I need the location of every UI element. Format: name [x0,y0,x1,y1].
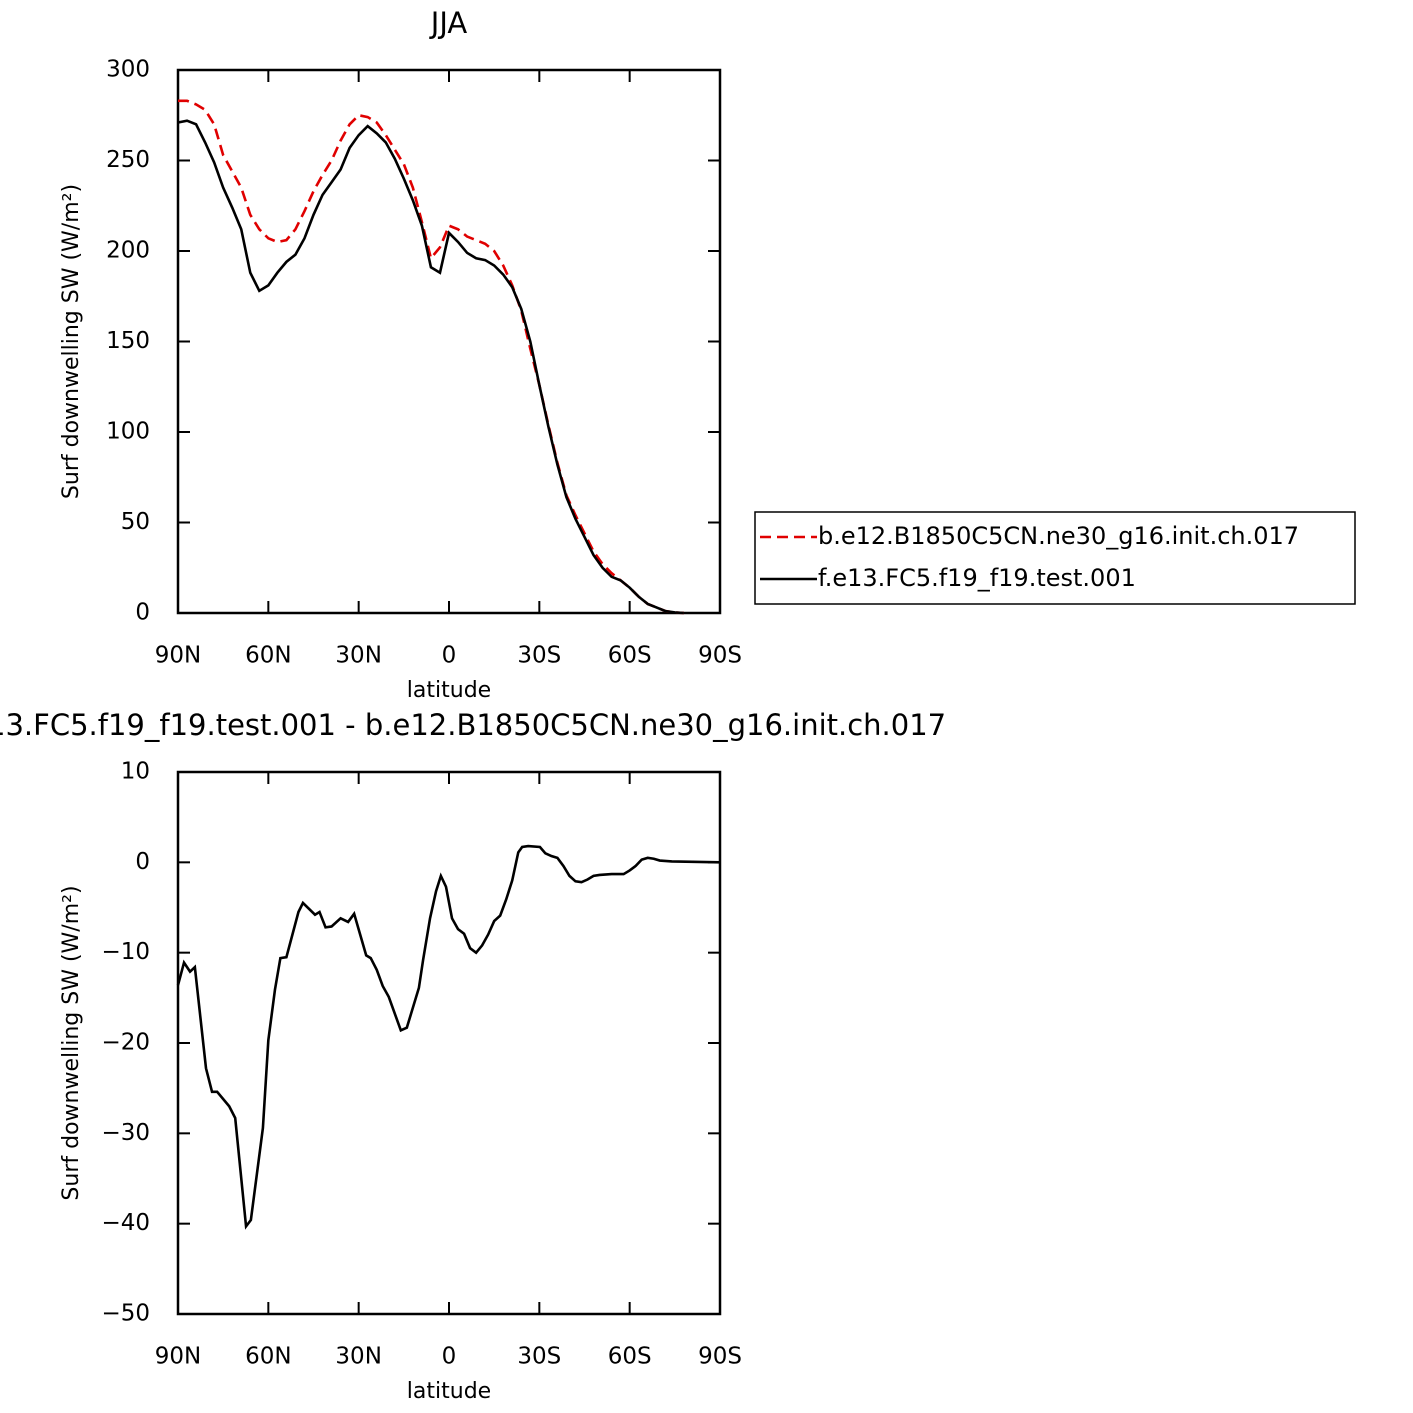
y-tick-label: 250 [106,147,150,173]
x-tick-label: 30N [335,643,381,669]
y-tick-label: 10 [121,759,150,785]
y-tick-label: 300 [106,57,150,83]
legend-label: b.e12.B1850C5CN.ne30_g16.init.ch.017 [818,522,1299,550]
chart-title: f.e13.FC5.f19_f19.test.001 - b.e12.B1850… [0,708,946,742]
x-tick-label: 0 [442,1344,457,1370]
x-tick-label: 60S [608,1344,652,1370]
chart-title: JJA [429,6,468,40]
x-tick-label: 60N [245,1344,291,1370]
plot: JJA latitude Surf downwelling SW (W/m²) 90N… [59,6,1356,703]
y-axis-label: Surf downwelling SW (W/m²) [59,885,84,1200]
x-tick-label: 90S [698,643,742,669]
legend-label: f.e13.FC5.f19_f19.test.001 [818,564,1136,592]
plot-frame [176,68,722,615]
x-tick-label: 60S [608,643,652,669]
series-line [178,99,684,615]
y-tick-label: 150 [106,328,150,354]
y-tick-label: 50 [121,509,150,535]
series-line [176,844,721,1230]
x-tick-label: 90S [698,1344,742,1370]
y-tick-label: 200 [106,238,150,264]
y-tick-label: 100 [106,419,150,445]
x-tick-label: 90N [155,643,201,669]
legend-box [754,511,1356,605]
x-axis-label: latitude [407,678,491,703]
y-tick-label: −50 [101,1301,150,1327]
y-tick-label: 0 [135,849,150,875]
series-line [177,119,684,615]
y-tick-label: −20 [101,1030,150,1056]
x-tick-label: 30S [517,643,561,669]
x-tick-label: 0 [442,643,457,669]
x-tick-label: 60N [245,643,291,669]
y-tick-label: −40 [101,1210,150,1236]
y-tick-label: 0 [135,600,150,626]
x-tick-label: 90N [155,1344,201,1370]
y-tick-label: −10 [101,939,150,965]
x-tick-label: 30N [335,1344,381,1370]
y-tick-label: −30 [101,1120,150,1146]
x-axis-label: latitude [407,1379,491,1404]
y-axis-label: Surf downwelling SW (W/m²) [59,184,84,499]
x-tick-label: 30S [517,1344,561,1370]
plot-frame [176,770,722,1316]
plot: f.e13.FC5.f19_f19.test.001 - b.e12.B1850… [0,708,946,1404]
